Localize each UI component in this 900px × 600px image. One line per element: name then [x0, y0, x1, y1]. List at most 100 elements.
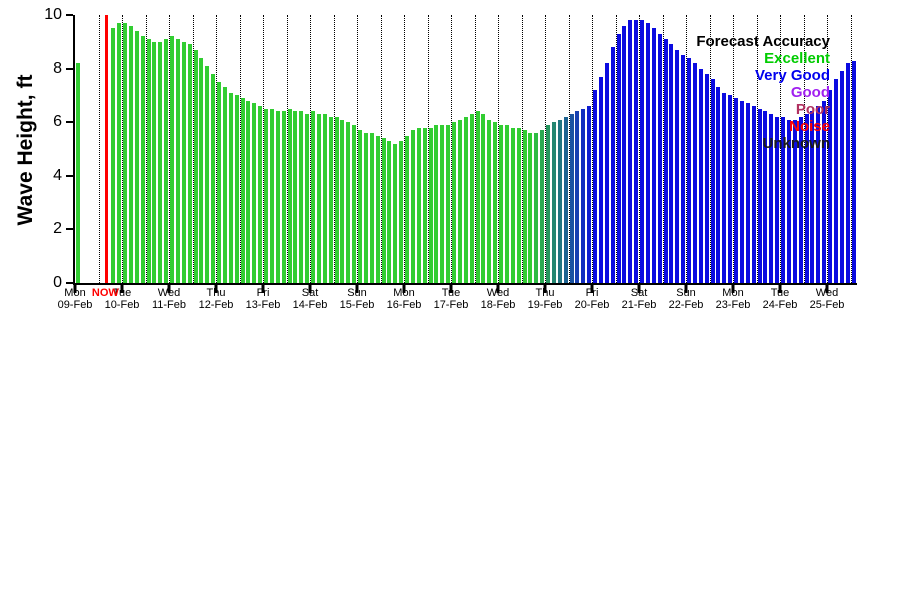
wave-height-bar [152, 41, 157, 283]
x-day-name: Sun [676, 287, 696, 299]
x-day-date: 16-Feb [386, 299, 422, 311]
wave-height-bar [739, 100, 744, 283]
wave-height-bar [305, 114, 310, 283]
gridline-12h [169, 15, 170, 283]
gridline-12h [803, 15, 805, 283]
gridline-12h [216, 15, 217, 283]
gridline-12h [451, 15, 452, 283]
x-axis-line [73, 283, 857, 285]
wave-height-bar [798, 116, 803, 283]
wave-height-bar [340, 119, 345, 283]
gridline-12h [333, 15, 335, 283]
wave-height-bar [264, 108, 268, 283]
x-day-date: 10-Feb [104, 299, 140, 311]
gridline-12h [545, 15, 546, 283]
wave-height-bar [434, 124, 439, 283]
y-tick-label: 0 [53, 274, 62, 291]
x-day-tick [73, 284, 77, 293]
wave-height-bar [675, 49, 680, 283]
wave-height-bar [769, 114, 774, 283]
wave-height-bar [128, 25, 133, 283]
wave-height-bar [604, 63, 609, 283]
x-day-label: Tue 17-Feb [434, 287, 469, 311]
wave-height-bar [692, 63, 697, 283]
y-tick [66, 282, 73, 284]
gridline-12h [521, 15, 523, 283]
wave-height-bar [358, 130, 362, 283]
wave-height-bar [657, 33, 662, 283]
x-day-date: 25-Feb [809, 299, 845, 311]
wave-height-bar [763, 111, 768, 283]
wave-height-bar [651, 28, 656, 283]
wave-height-bar [452, 122, 456, 283]
wave-height-bar [187, 44, 192, 283]
x-day-label: Fri 13-Feb [246, 287, 281, 311]
y-tick [66, 121, 73, 124]
gridline-12h [404, 15, 405, 283]
wave-height-bar [786, 119, 791, 283]
gridline-12h [122, 15, 123, 283]
x-day-date: 20-Feb [574, 299, 610, 311]
x-day-name: Wed [486, 287, 510, 299]
legend-title: Forecast Accuracy [696, 33, 830, 50]
y-tick-label: 8 [53, 59, 62, 77]
wave-height-bar [375, 135, 380, 283]
wave-height-bar [381, 138, 386, 283]
wave-height-bar [76, 63, 80, 283]
x-day-date: 19-Feb [527, 299, 563, 311]
gridline-12h [192, 15, 194, 283]
gridline-12h [98, 15, 100, 283]
wave-height-bar [123, 23, 127, 283]
wave-height-bar [839, 71, 844, 283]
gridline-12h [145, 15, 147, 283]
x-day-date: 11-Feb [151, 299, 187, 311]
wave-height-bar [845, 63, 850, 283]
x-day-label: Wed 25-Feb [810, 287, 845, 311]
wave-height-bar [540, 130, 545, 283]
wave-height-bar [722, 92, 727, 283]
x-day-name: Tue [770, 287, 790, 299]
x-day-name: Wed [157, 287, 181, 299]
wave-height-bar [193, 49, 198, 283]
x-day-name: Fri [256, 287, 270, 299]
x-day-label: Thu 12-Feb [199, 287, 234, 311]
wave-height-bar [416, 127, 421, 283]
x-day-date: 15-Feb [339, 299, 375, 311]
wave-height-bar [287, 108, 292, 283]
x-day-label: Thu 19-Feb [528, 287, 563, 311]
wave-height-bar [587, 106, 592, 283]
wave-height-bar [252, 103, 257, 283]
wave-height-bar [316, 114, 321, 283]
x-day-name: Mon [393, 287, 415, 299]
x-day-tick [402, 284, 406, 293]
wave-height-bar [851, 60, 856, 283]
wave-height-bar [428, 127, 433, 283]
x-day-tick [496, 284, 500, 293]
gridline-12h [592, 15, 593, 283]
x-day-date: 21-Feb [621, 299, 657, 311]
wave-height-bar [205, 65, 210, 283]
wave-height-bar [387, 140, 392, 283]
x-day-label: Wed 18-Feb [481, 287, 516, 311]
wave-height-bar [363, 132, 368, 283]
y-tick [66, 67, 73, 70]
gridline-12h [427, 15, 429, 283]
legend-item-poor: Poor [795, 101, 830, 118]
x-day-tick [731, 284, 735, 293]
legend-item-excellent: Excellent [764, 50, 830, 67]
y-axis-title: Wave Height, ft [14, 74, 37, 226]
y-tick-label: 2 [53, 220, 62, 238]
wave-height-bar [111, 28, 116, 283]
gridline-12h [615, 15, 617, 283]
x-day-date: 09-Feb [57, 299, 93, 311]
plot-area [75, 15, 856, 283]
x-day-date: 23-Feb [715, 299, 751, 311]
wave-height-bar [234, 95, 239, 283]
wave-height-bar [258, 106, 263, 283]
gridline-12h [310, 15, 311, 283]
wave-height-bar [275, 111, 280, 283]
wave-height-bar [598, 76, 603, 283]
wave-height-bar [181, 41, 186, 283]
wave-height-bar [569, 114, 574, 283]
wave-height-bar [704, 73, 709, 283]
